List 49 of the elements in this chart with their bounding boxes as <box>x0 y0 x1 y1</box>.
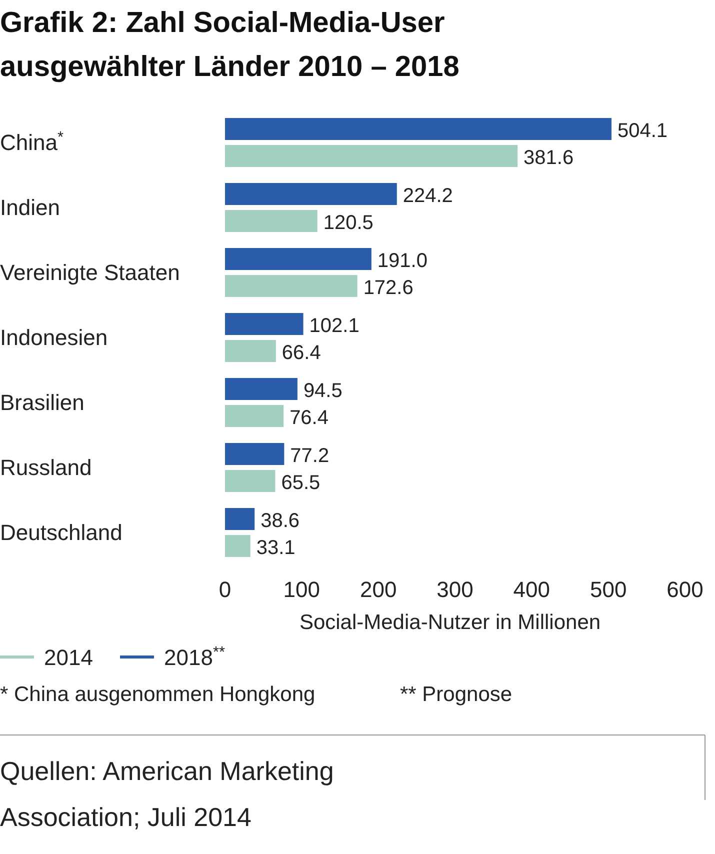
legend-label: 2014 <box>44 645 93 670</box>
data-label: 381.6 <box>524 147 574 169</box>
text: * China ausgenommen Hongkong <box>0 683 316 706</box>
x-tick-label: 600 <box>666 577 704 602</box>
bar <box>225 340 276 362</box>
y-tick-label: Indien <box>0 195 60 220</box>
x-axis-title: Social-Media-Nutzer in Millionen <box>299 611 601 634</box>
bar <box>225 443 284 465</box>
data-label: 33.1 <box>256 537 296 559</box>
bar <box>225 508 255 530</box>
x-tick-label: 100 <box>283 577 320 602</box>
data-label: 172.6 <box>363 277 414 299</box>
data-label: 76.4 <box>290 407 329 429</box>
bar <box>225 248 372 270</box>
x-tick-label: 200 <box>360 577 397 602</box>
bar <box>225 535 250 557</box>
y-tick-label: Indonesien <box>0 325 108 350</box>
data-label: 504.1 <box>617 120 668 142</box>
data-label: 65.5 <box>281 472 320 494</box>
data-label: 102.1 <box>309 315 360 337</box>
bar <box>225 118 612 140</box>
y-tick-label: China$^{*}$ <box>0 128 64 155</box>
bar <box>225 275 358 297</box>
bar <box>225 470 276 492</box>
y-tick-label: Deutschland <box>0 520 122 545</box>
bar <box>225 183 397 205</box>
bar <box>225 145 518 167</box>
bar <box>225 405 284 427</box>
data-label: 77.2 <box>290 445 330 467</box>
y-tick-label: Russland <box>0 455 92 480</box>
bar <box>225 210 318 232</box>
bar <box>225 378 298 400</box>
x-tick-label: 0 <box>218 577 232 602</box>
text: ** Prognose <box>400 683 512 706</box>
y-tick-label: Brasilien <box>0 390 84 415</box>
source-note: Quellen: American Marketing Association; Juli 2014 <box>0 756 334 832</box>
chart-title: Grafik 2: Zahl Social-Media-User ausgewählter Länder 2010 – 2018 <box>0 7 460 83</box>
bar <box>225 313 304 335</box>
data-label: 38.6 <box>260 510 300 532</box>
x-tick-label: 400 <box>513 577 550 602</box>
legend-label: 2018$^{**}$ <box>164 644 225 670</box>
y-tick-label: Vereinigte Staaten <box>0 260 180 285</box>
data-label: 120.5 <box>323 212 374 234</box>
data-label: 224.2 <box>402 185 453 207</box>
x-tick-label: 500 <box>590 577 627 602</box>
data-label: 94.5 <box>303 380 342 402</box>
data-label: 66.4 <box>282 342 321 364</box>
x-tick-label: 300 <box>436 577 474 602</box>
data-label: 191.0 <box>377 250 428 272</box>
